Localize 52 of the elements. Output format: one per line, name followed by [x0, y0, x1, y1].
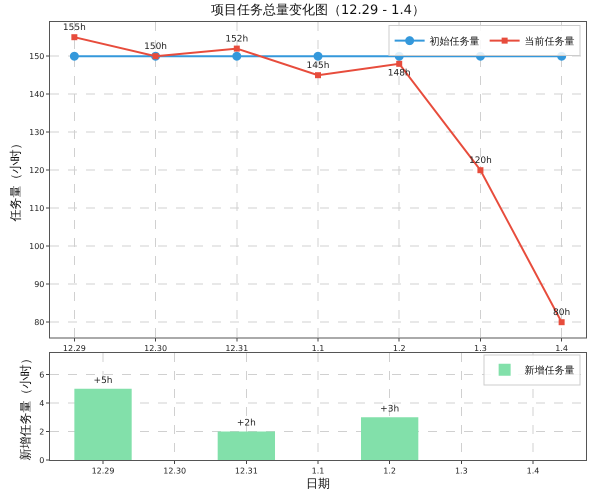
- bar: [360, 417, 418, 460]
- y-axis-title: 任务量（小时）: [8, 138, 22, 223]
- chart-title: 项目任务总量变化图（12.29 - 1.4）: [211, 3, 425, 18]
- x-tick-label: 12.30: [163, 466, 186, 476]
- data-label: 152h: [225, 34, 248, 45]
- point: [234, 46, 240, 52]
- y-axis-title: 新增任务量（小时）: [18, 352, 33, 461]
- point: [70, 52, 79, 61]
- y-tick-label: 0: [39, 456, 44, 465]
- y-tick-label: 80: [34, 318, 44, 327]
- point: [396, 60, 402, 67]
- y-tick-label: 120: [29, 166, 44, 175]
- x-tick-label: 12.30: [144, 344, 168, 353]
- legend-label: 初始任务量: [430, 36, 480, 48]
- point: [314, 52, 322, 61]
- data-label: +2h: [236, 418, 256, 429]
- point: [232, 52, 242, 61]
- y-tick-label: 4: [39, 398, 44, 408]
- x-axis-title: 日期: [306, 476, 330, 490]
- y-tick-label: 2: [39, 427, 44, 436]
- x-tick-label: 1.3: [454, 466, 468, 476]
- y-tick-label: 140: [29, 90, 44, 99]
- y-tick-label: 100: [29, 242, 44, 251]
- x-tick-label: 1.2: [392, 344, 406, 353]
- y-tick-label: 150: [29, 52, 44, 61]
- point: [315, 72, 321, 78]
- point: [71, 34, 78, 40]
- x-tick-label: 12.29: [92, 466, 114, 476]
- y-tick-label: 110: [29, 204, 44, 213]
- legend-label: 当前任务量: [524, 36, 575, 48]
- y-tick-label: 6: [39, 370, 44, 380]
- x-tick-label: 1.4: [526, 466, 540, 476]
- x-tick-label: 1.1: [312, 344, 324, 353]
- x-tick-label: 12.31: [234, 466, 258, 476]
- data-label: 155h: [62, 23, 86, 34]
- bar: [218, 432, 276, 460]
- data-label: +3h: [380, 404, 400, 414]
- point: [558, 319, 565, 326]
- data-label: 145h: [306, 61, 330, 72]
- legend-label: 新增任务量: [524, 364, 575, 377]
- x-tick-label: 1.2: [383, 466, 396, 476]
- x-tick-label: 12.29: [62, 344, 86, 353]
- data-label: 150h: [144, 42, 168, 52]
- x-tick-label: 1.4: [555, 344, 568, 353]
- x-tick-label: 1.3: [474, 344, 487, 353]
- y-tick-label: 130: [29, 128, 44, 137]
- x-tick-label: 1.1: [312, 466, 324, 476]
- bar: [74, 388, 132, 460]
- y-tick-label: 90: [34, 280, 44, 289]
- data-label: +5h: [94, 376, 113, 386]
- point: [477, 167, 484, 174]
- x-tick-label: 12.31: [225, 344, 248, 353]
